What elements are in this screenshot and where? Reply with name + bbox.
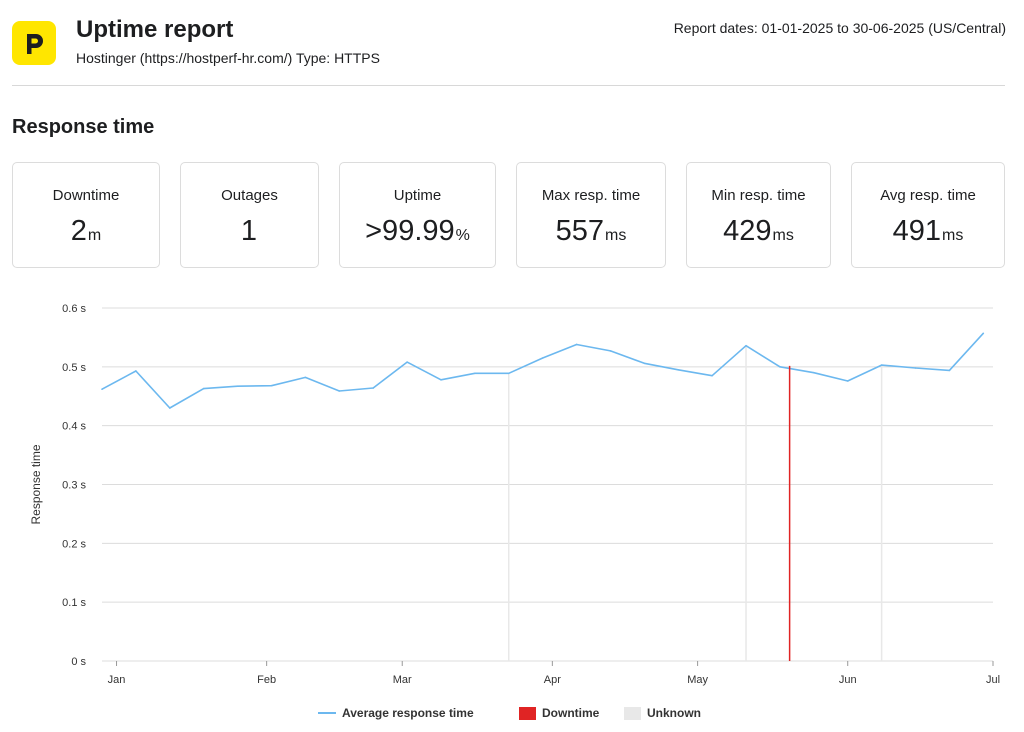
data-point bbox=[440, 378, 442, 381]
data-point bbox=[168, 407, 171, 409]
x-tick-label: Jun bbox=[839, 674, 857, 686]
data-point bbox=[406, 361, 408, 363]
min-resp-time-card: Min resp. time 429ms bbox=[686, 162, 831, 268]
data-point bbox=[474, 372, 476, 375]
x-tick-label: Jan bbox=[108, 674, 126, 686]
data-point bbox=[880, 364, 883, 366]
card-value: 2m bbox=[13, 215, 159, 248]
y-tick-label: 0.4 s bbox=[62, 421, 86, 433]
card-number: >99.99 bbox=[365, 215, 455, 247]
card-unit: % bbox=[455, 227, 470, 244]
legend-label: Downtime bbox=[542, 706, 600, 720]
x-tick-label: Apr bbox=[544, 674, 561, 686]
card-number: 1 bbox=[240, 215, 258, 247]
header-divider bbox=[12, 85, 1005, 86]
data-point bbox=[372, 387, 374, 389]
card-value: >99.99% bbox=[340, 215, 495, 248]
card-unit: ms bbox=[605, 227, 627, 244]
data-point bbox=[135, 370, 137, 372]
section-title: Response time bbox=[12, 116, 155, 138]
data-point bbox=[101, 388, 103, 390]
outages-card: Outages 1 bbox=[180, 162, 319, 268]
monitor-subtitle: Hostinger (https://hostperf-hr.com/) Typ… bbox=[76, 50, 380, 66]
card-number: 491 bbox=[892, 215, 942, 247]
data-point bbox=[948, 369, 951, 372]
card-value: 491ms bbox=[852, 215, 1004, 248]
x-tick-label: Jul bbox=[986, 674, 1000, 686]
y-tick-label: 0.1 s bbox=[62, 597, 86, 609]
card-number: 557 bbox=[555, 215, 605, 247]
data-point bbox=[914, 367, 917, 369]
card-label: Avg resp. time bbox=[880, 187, 976, 204]
card-number: 2 bbox=[70, 215, 87, 247]
card-label: Uptime bbox=[393, 187, 442, 204]
card-value: 1 bbox=[181, 215, 318, 248]
card-label: Outages bbox=[221, 187, 278, 204]
x-tick-label: Mar bbox=[393, 674, 412, 686]
uptime-card: Uptime >99.99% bbox=[339, 162, 496, 268]
card-label: Max resp. time bbox=[541, 187, 641, 204]
y-tick-label: 0.3 s bbox=[62, 480, 86, 492]
card-unit: m bbox=[87, 227, 102, 244]
card-value: 429ms bbox=[687, 215, 830, 248]
data-point bbox=[202, 387, 205, 390]
data-point bbox=[507, 372, 510, 375]
series-line-average-response-time bbox=[101, 332, 984, 409]
card-label: Downtime bbox=[52, 187, 120, 204]
data-point bbox=[270, 384, 273, 387]
response-time-chart: 0 s 0.1 s 0.2 s 0.3 s 0.4 s 0.5 s 0.6 s Jan Feb M… bbox=[29, 303, 1000, 686]
data-point bbox=[779, 366, 781, 368]
x-tick-label: May bbox=[687, 674, 708, 686]
data-point bbox=[304, 376, 307, 379]
legend-label: Unknown bbox=[647, 706, 701, 720]
data-point bbox=[982, 332, 985, 335]
page-title: Uptime report bbox=[76, 16, 234, 43]
card-label: Min resp. time bbox=[711, 187, 806, 204]
card-unit: ms bbox=[772, 227, 794, 244]
y-tick-label: 0.5 s bbox=[62, 362, 86, 374]
x-tick-label: Feb bbox=[257, 674, 276, 686]
legend-downtime-swatch bbox=[519, 706, 536, 720]
legend-line-swatch bbox=[318, 712, 336, 714]
data-point bbox=[541, 357, 544, 359]
data-point bbox=[643, 362, 646, 365]
avg-resp-time-card: Avg resp. time 491ms bbox=[851, 162, 1005, 268]
data-point bbox=[711, 374, 713, 377]
report-dates: Report dates: 01-01-2025 to 30-06-2025 (… bbox=[673, 20, 1006, 36]
data-point bbox=[745, 344, 747, 347]
legend-unknown[interactable]: Unknown bbox=[624, 706, 701, 720]
legend-label: Average response time bbox=[342, 706, 474, 720]
downtime-card: Downtime 2m bbox=[12, 162, 160, 268]
data-point bbox=[575, 343, 578, 346]
data-point bbox=[609, 350, 612, 352]
data-point bbox=[236, 385, 239, 388]
card-number: 429 bbox=[723, 215, 772, 247]
data-point bbox=[813, 371, 815, 374]
legend-downtime[interactable]: Downtime bbox=[519, 706, 599, 720]
data-point bbox=[338, 390, 341, 392]
y-axis-label: Response time bbox=[29, 444, 43, 524]
legend-average-response-time[interactable]: Average response time bbox=[318, 706, 474, 720]
data-point bbox=[846, 380, 849, 382]
card-unit: ms bbox=[942, 227, 964, 244]
y-tick-label: 0.6 s bbox=[62, 303, 86, 315]
legend-unknown-swatch bbox=[624, 706, 641, 720]
data-point bbox=[677, 368, 680, 371]
y-tick-label: 0.2 s bbox=[62, 538, 86, 550]
card-value: 557ms bbox=[517, 215, 665, 248]
hostinger-logo-icon bbox=[12, 21, 56, 65]
max-resp-time-card: Max resp. time 557ms bbox=[516, 162, 666, 268]
y-tick-label: 0 s bbox=[71, 656, 86, 668]
